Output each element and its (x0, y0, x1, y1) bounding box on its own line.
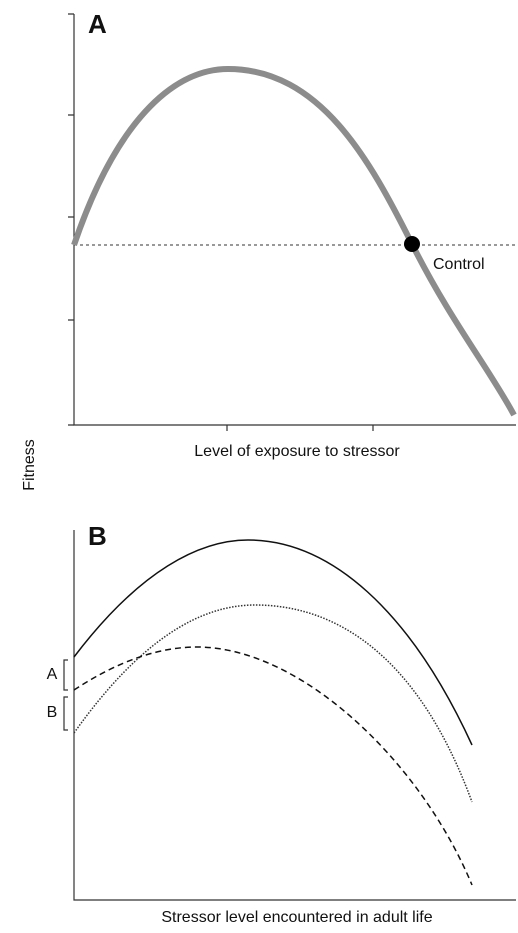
panel-label: A (88, 9, 107, 39)
axis-ticks (68, 13, 374, 431)
brackets (63, 659, 68, 731)
bracket-label: A (47, 666, 58, 683)
fitness-curve (71, 65, 517, 417)
dashed-curve (73, 646, 473, 886)
axes (73, 530, 516, 901)
solid-curve (73, 539, 473, 746)
panel-label: B (88, 521, 107, 551)
annotation: Control (433, 256, 485, 273)
x-axis-label: Level of exposure to stressor (194, 443, 400, 460)
x-axis-label: Stressor level encountered in adult life (161, 909, 432, 926)
panel-a: Control A Level of exposure to stressor (68, 9, 517, 460)
axes (73, 14, 516, 426)
y-axis-label: Fitness (21, 439, 38, 491)
dotted-curve (73, 604, 473, 803)
bracket-label: B (47, 704, 58, 721)
panel-b: A B B Stressor level encountered in adul… (47, 521, 516, 926)
control-point (404, 236, 420, 252)
